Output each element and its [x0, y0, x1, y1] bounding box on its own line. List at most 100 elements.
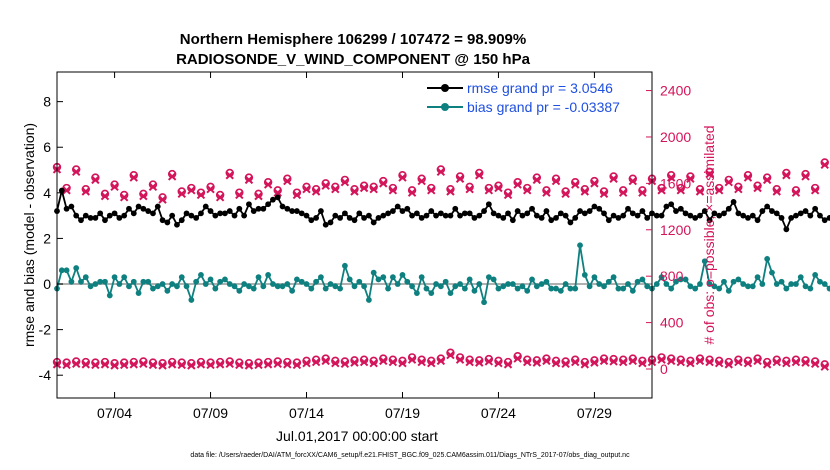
- rmse-point: [677, 205, 684, 212]
- obs_low_assimilated-marker-stroke: [350, 358, 359, 367]
- bias-point: [222, 276, 228, 283]
- obs_assimilated-marker-stroke: [446, 187, 455, 196]
- obs_low_assimilated-marker: [302, 358, 311, 368]
- bias-point: [764, 256, 771, 262]
- rmse-point: [620, 212, 627, 219]
- y-right-tick-label: 1200: [660, 222, 691, 238]
- x-tick-label: 07/24: [481, 405, 516, 421]
- obs_assimilated-marker: [810, 186, 820, 195]
- bias-point: [773, 281, 780, 287]
- obs_assimilated-marker-stroke: [743, 173, 753, 182]
- rmse-point: [116, 215, 123, 221]
- obs_assimilated-marker: [734, 184, 743, 194]
- obs_assimilated-marker-stroke: [331, 184, 340, 194]
- rmse-point: [385, 210, 391, 217]
- obs_assimilated-marker-stroke: [283, 176, 292, 186]
- obs_low_assimilated-marker-stroke: [446, 350, 455, 360]
- obs_low_assimilated-marker: [167, 360, 177, 369]
- bias-point: [826, 285, 830, 292]
- obs_assimilated-marker-stroke: [206, 184, 215, 194]
- bias-point: [692, 285, 699, 292]
- obs_low_assimilated-marker-stroke: [388, 357, 398, 367]
- obs_low_assimilated-marker-stroke: [263, 360, 273, 369]
- obs_assimilated-marker-stroke: [484, 186, 494, 195]
- obs_low_assimilated-marker: [129, 360, 138, 369]
- obs_low_assimilated-marker: [503, 360, 513, 369]
- obs_assimilated-marker: [244, 175, 254, 185]
- bias-point: [265, 271, 272, 278]
- obs_assimilated-marker-stroke: [244, 175, 254, 185]
- rmse-point: [452, 205, 459, 212]
- y-right-tick-label: 1600: [660, 175, 691, 191]
- obs_assimilated-marker-stroke: [686, 174, 695, 183]
- rmse-point: [236, 205, 243, 212]
- obs_low_assimilated-marker-stroke: [455, 355, 465, 364]
- obs_assimilated-marker: [782, 171, 791, 180]
- obs_low_assimilated-marker-stroke: [820, 362, 829, 371]
- rmse-point: [754, 217, 761, 224]
- bias-point: [284, 281, 291, 287]
- bias-point: [193, 278, 200, 285]
- obs_assimilated-marker: [196, 190, 206, 200]
- rmse-point: [73, 212, 80, 219]
- obs_assimilated-marker: [62, 186, 71, 195]
- obs_low_assimilated-marker: [407, 355, 417, 364]
- obs_low_assimilated-marker-stroke: [427, 358, 436, 368]
- obs_low_assimilated-marker: [206, 360, 215, 370]
- rmse-point: [250, 208, 257, 214]
- obs_low_assimilated-marker: [580, 360, 590, 369]
- rmse-point: [725, 205, 732, 212]
- rmse-point: [322, 221, 329, 228]
- bias-point: [524, 287, 531, 294]
- bias-point: [174, 283, 180, 290]
- obs_assimilated-marker-stroke: [273, 188, 282, 197]
- obs_low_assimilated-marker: [628, 356, 638, 366]
- obs_assimilated-marker-stroke: [263, 180, 273, 189]
- obs_assimilated-marker: [263, 180, 273, 189]
- bias-point: [769, 269, 775, 276]
- bias-point: [754, 274, 761, 281]
- rmse-point: [533, 212, 540, 219]
- bias-point: [759, 281, 766, 287]
- obs_low_assimilated-marker-stroke: [129, 360, 138, 369]
- rmse-point: [140, 205, 147, 212]
- bias-point: [735, 276, 742, 283]
- rmse-point: [298, 210, 305, 217]
- obs_assimilated-marker: [762, 175, 772, 185]
- obs_assimilated-marker: [657, 186, 666, 195]
- obs_low_assimilated-marker-stroke: [273, 359, 282, 368]
- bias-point: [548, 285, 555, 292]
- obs_assimilated-marker: [100, 191, 110, 201]
- obs_low_assimilated-marker: [772, 357, 781, 367]
- rmse-point: [821, 217, 828, 224]
- rmse-point: [572, 215, 579, 221]
- obs_low_assimilated-marker: [551, 358, 561, 368]
- obs_low_assimilated-marker-stroke: [369, 358, 378, 368]
- rmse-point: [389, 208, 396, 214]
- obs_assimilated-marker-stroke: [177, 189, 186, 199]
- bias-point: [701, 258, 708, 265]
- obs_assimilated-marker: [407, 188, 417, 197]
- obs_low_assimilated-marker: [782, 358, 791, 368]
- obs_assimilated-marker-stroke: [494, 183, 503, 193]
- bias-point: [250, 285, 257, 292]
- obs_low_assimilated-marker: [686, 358, 695, 368]
- obs_low_assimilated-marker: [638, 358, 647, 368]
- obs_assimilated-marker-stroke: [398, 173, 407, 182]
- y-axis-right-ticks: 0 400 800 1200 1600 2000 2400: [646, 83, 691, 377]
- obs_low_assimilated-marker: [609, 357, 618, 366]
- rmse-point: [625, 205, 631, 212]
- bias-point: [629, 287, 636, 294]
- bias-point: [452, 283, 459, 290]
- rmse-point: [500, 215, 507, 221]
- obs_assimilated-marker: [379, 179, 388, 188]
- obs_assimilated-marker: [714, 186, 724, 195]
- bias-point: [68, 278, 75, 285]
- obs_low_assimilated-marker-stroke: [676, 357, 685, 367]
- obs_assimilated-marker-stroke: [638, 188, 647, 197]
- rmse-point: [178, 217, 185, 224]
- obs_assimilated-marker-stroke: [542, 188, 551, 197]
- rmse-point: [375, 215, 382, 221]
- obs_assimilated-marker: [81, 187, 90, 196]
- bias-point: [111, 274, 118, 281]
